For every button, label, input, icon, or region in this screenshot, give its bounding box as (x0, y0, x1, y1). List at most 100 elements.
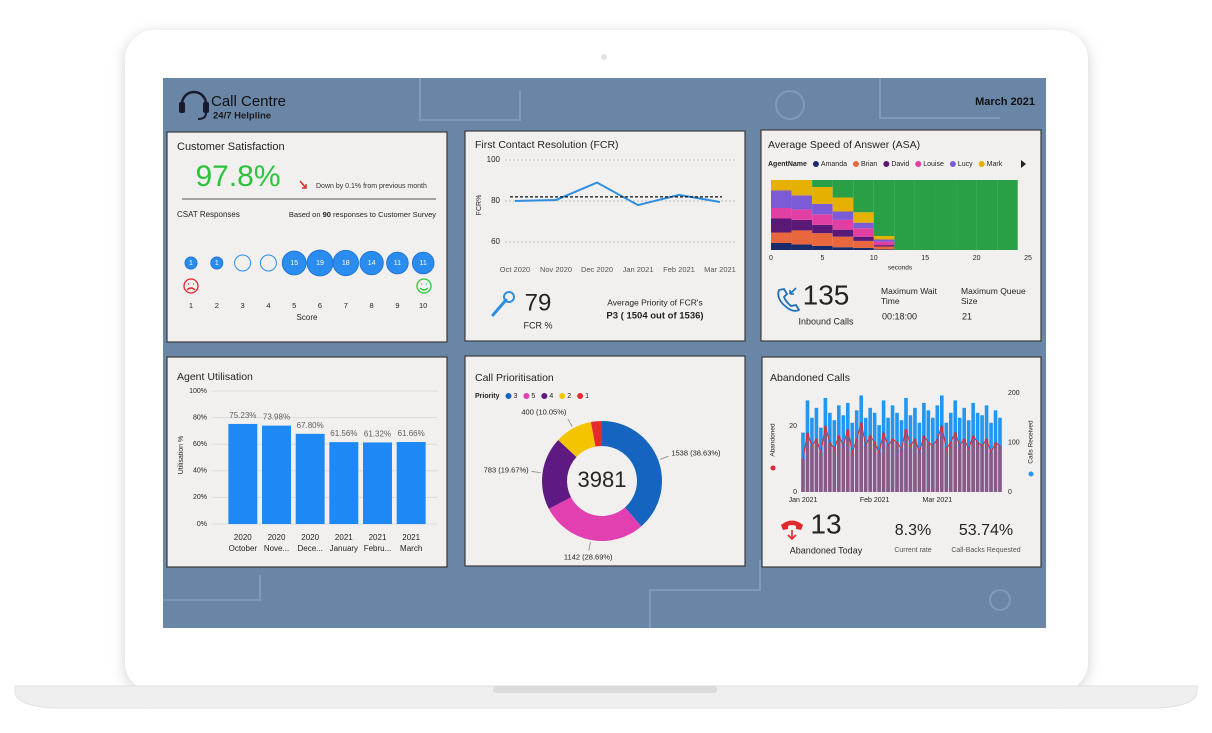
y-tick-label: 20% (193, 494, 207, 501)
overlay-bar (944, 449, 949, 492)
x-tick-label: Feb 2021 (860, 497, 890, 504)
x-tick-label: 2020 (268, 533, 286, 542)
x-tick-label: March (400, 544, 422, 553)
x-tick-label: Nove... (264, 544, 289, 553)
bubble-label: 1 (189, 260, 193, 267)
value-label: 67.80% (297, 421, 324, 430)
leader-line (588, 541, 591, 551)
legend-swatch (559, 393, 566, 399)
legend-label: David (891, 161, 909, 168)
bubble (184, 256, 198, 270)
bubble-label: 15 (290, 260, 298, 267)
line (514, 181, 721, 207)
x-tick-label: 7 (344, 301, 348, 310)
x-tick-label: Jan 2021 (789, 497, 818, 504)
bubble (332, 249, 359, 277)
circuit-line (163, 575, 261, 601)
stacked-bar (997, 180, 1018, 250)
overlay-bar (881, 432, 886, 492)
stacked-bar (791, 244, 813, 250)
overlay-bar (922, 435, 926, 492)
y-axis-label: Utilisation % (178, 436, 185, 475)
donut-segment (558, 422, 596, 458)
stacked-bar (791, 230, 813, 245)
bar (329, 442, 359, 524)
stacked-bar (771, 180, 792, 191)
stat-value: 00:18:00 (882, 311, 917, 321)
y-axis-label: FCR% (476, 195, 483, 216)
y-tick-label: 20 (789, 423, 797, 430)
legend-arrow[interactable] (1021, 160, 1026, 168)
kpi-value: 79 (525, 289, 552, 316)
panel-title: Call Prioritisation (475, 372, 554, 384)
overlay-bar (841, 445, 846, 492)
overlay-bar (859, 422, 864, 492)
panel-title: First Contact Resolution (FCR) (475, 139, 619, 151)
circuit-node (989, 589, 1011, 611)
bar (295, 433, 325, 524)
y-tick-label: 100% (189, 388, 207, 395)
stacked-bar (853, 240, 874, 248)
section-label: CSAT Responses (177, 210, 240, 219)
x-tick-label: Mar 2021 (704, 265, 736, 274)
stacked-bar (832, 219, 854, 230)
trend-text: Down by 0.1% from previous month (316, 183, 427, 190)
header-subtitle: 24/7 Helpline (213, 111, 271, 122)
stacked-bar (976, 180, 998, 250)
stacked-bar (812, 214, 833, 225)
overlay-bar (828, 442, 832, 492)
legend-label: 3 (514, 393, 518, 400)
phone-icon (789, 287, 797, 295)
overlay-bar (998, 445, 1002, 492)
donut-segment (548, 497, 642, 542)
note-label: Average Priority of FCR's (607, 297, 702, 307)
legend-label: Amanda (821, 161, 847, 168)
x-tick-label: 2021 (402, 533, 420, 542)
overlay-bar (810, 445, 814, 492)
stacked-bar (771, 232, 792, 243)
laptop-notch (493, 686, 717, 693)
overlay-bar (926, 442, 931, 492)
overlay-bar (984, 439, 989, 492)
stacked-bar (873, 249, 895, 250)
x-tick-label: 0 (769, 255, 773, 262)
y2-tick-label: 200 (1008, 390, 1020, 397)
value-label: 75.23% (229, 411, 256, 420)
stacked-bar (956, 180, 977, 250)
x-tick-label: 8 (370, 301, 374, 310)
stacked-bar (771, 243, 792, 250)
value-label: 61.56% (330, 429, 357, 438)
overlay-bar (868, 435, 872, 492)
x-axis-label: seconds (888, 265, 913, 272)
overlay-bar (931, 445, 935, 492)
header-period: March 2021 (975, 96, 1035, 108)
overlay-bar (854, 439, 859, 492)
panel-title: Agent Utilisation (177, 371, 253, 383)
bar (228, 423, 258, 524)
leader-line (659, 455, 669, 460)
legend-swatch (915, 161, 922, 167)
stacked-bar (832, 197, 854, 212)
circuit-line (419, 78, 521, 121)
stat-label: Maximum Queue Size (961, 286, 1026, 306)
overlay-bar (899, 449, 904, 492)
legend-title: Priority (475, 393, 500, 400)
stat-value: 8.3% (895, 522, 931, 539)
x-tick-label: 2020 (234, 533, 252, 542)
overlay-bar (886, 445, 890, 492)
overlay-bar (823, 426, 828, 492)
kpi-value: 135 (803, 279, 850, 310)
overlay-bar (850, 452, 855, 492)
stacked-bar (832, 236, 854, 248)
stacked-bar (791, 209, 813, 220)
note-count: 90 (323, 210, 331, 219)
note-text: responses to Customer Survey (331, 210, 436, 219)
overlay-bar (953, 432, 958, 492)
overlay-bar (837, 435, 841, 492)
stat-label: Current rate (894, 547, 931, 554)
overlay-bar (801, 459, 805, 492)
overlay-bar (872, 442, 877, 492)
bubble-label: 14 (368, 260, 376, 267)
bar (396, 441, 426, 524)
